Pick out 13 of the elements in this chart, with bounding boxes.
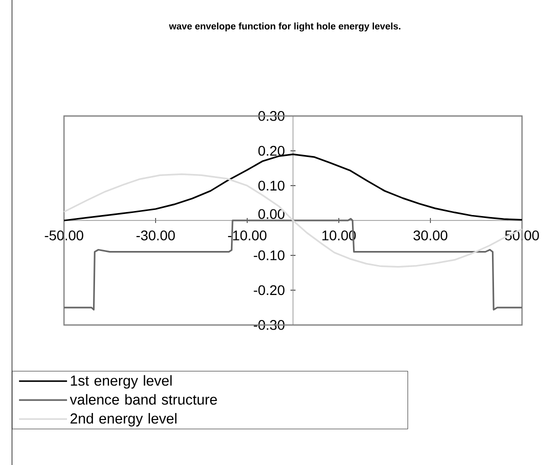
y-tick-label: 0.20 <box>258 146 284 156</box>
x-tick-label: 50.00 <box>505 230 539 240</box>
legend-label: 1st energy level <box>70 375 172 389</box>
y-tick-label: -0.10 <box>254 250 284 260</box>
x-tick-label: 30.00 <box>413 230 448 240</box>
chart-title: wave envelope function for light hole energy levels. <box>169 22 400 32</box>
y-tick-label: 0.10 <box>258 180 284 191</box>
x-tick-label: -50.00 <box>44 230 84 240</box>
legend-label: valence band structure <box>70 394 217 405</box>
y-tick-label: 0.00 <box>258 209 284 219</box>
x-tick-label: -30.00 <box>136 230 175 240</box>
y-tick-label: -0.20 <box>254 285 284 296</box>
legend-label: 2nd energy level <box>70 413 176 427</box>
